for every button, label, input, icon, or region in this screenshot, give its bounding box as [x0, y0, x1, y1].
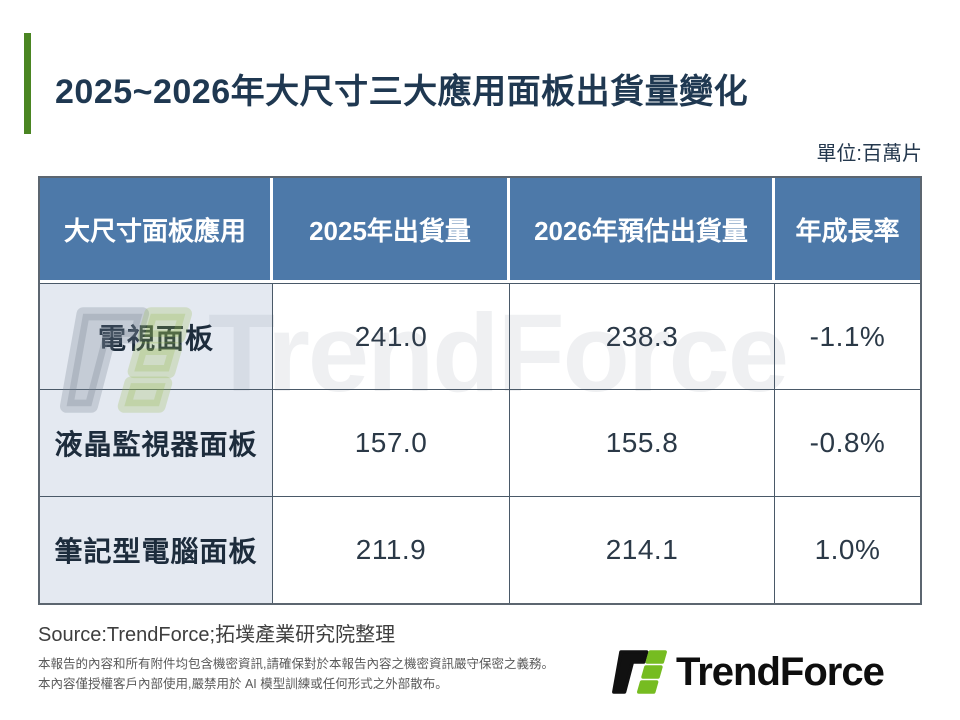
notebook-panel-label: 筆記型電腦面板: [40, 497, 273, 603]
unit-label: 單位:百萬片: [816, 143, 922, 165]
header-2026-forecast: 2026年預估出貨量: [510, 178, 775, 283]
trendforce-logo-icon: [612, 650, 667, 694]
trendforce-logo-text: TrendForce: [676, 649, 885, 694]
tv-panel-label: 電視面板: [40, 283, 273, 390]
header-2025-shipments: 2025年出貨量: [273, 178, 510, 283]
disclaimer-text: 本報告的內容和所有附件均包含機密資訊,請確保對於本報告內容之機密資訊嚴守保密之義…: [38, 654, 554, 694]
source-line: Source:TrendForce;拓墣產業研究院整理: [38, 624, 396, 646]
monitor-panel-label: 液晶監視器面板: [40, 390, 273, 497]
monitor-panel-2026-value: 155.8: [510, 390, 775, 497]
disclaimer-line-1: 本報告的內容和所有附件均包含機密資訊,請確保對於本報告內容之機密資訊嚴守保密之義…: [38, 657, 554, 671]
notebook-panel-2026-value: 214.1: [510, 497, 775, 603]
notebook-panel-2025-value: 211.9: [273, 497, 510, 603]
header-application: 大尺寸面板應用: [40, 178, 273, 283]
trendforce-logo: TrendForce: [611, 642, 931, 702]
tv-panel-2026-value: 238.3: [510, 283, 775, 390]
monitor-panel-yoy-value: -0.8%: [775, 390, 920, 497]
monitor-panel-2025-value: 157.0: [273, 390, 510, 497]
page-title: 2025~2026年大尺寸三大應用面板出貨量變化: [55, 73, 749, 111]
notebook-panel-yoy-value: 1.0%: [775, 497, 920, 603]
tv-panel-2025-value: 241.0: [273, 283, 510, 390]
tv-panel-yoy-value: -1.1%: [775, 283, 920, 390]
title-accent-bar: [24, 33, 31, 134]
disclaimer-line-2: 本內容僅授權客戶內部使用,嚴禁用於 AI 模型訓練或任何形式之外部散布。: [38, 677, 448, 691]
data-table: 大尺寸面板應用 2025年出貨量 2026年預估出貨量 年成長率 電視面板 24…: [38, 176, 922, 605]
header-yoy-growth: 年成長率: [775, 178, 920, 283]
